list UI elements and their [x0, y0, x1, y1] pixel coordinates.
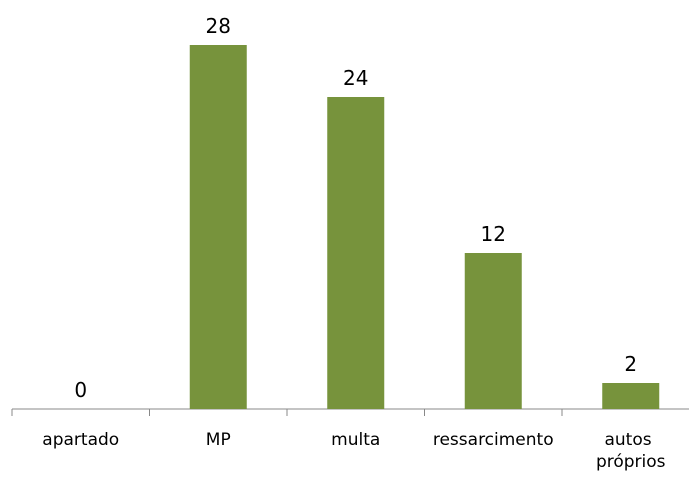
- x-tick-label: ressarcimento: [433, 430, 554, 450]
- bar: [464, 253, 522, 409]
- bar: [327, 97, 385, 409]
- value-label: 28: [206, 14, 231, 38]
- x-tick-label: apartado: [42, 430, 119, 450]
- x-tick-label: MP: [206, 430, 231, 450]
- value-label: 2: [624, 352, 637, 376]
- bar: [189, 45, 247, 409]
- bar: [602, 383, 660, 409]
- x-tick-label: autos próprios: [596, 430, 666, 472]
- value-label: 12: [481, 222, 506, 246]
- value-label: 0: [74, 378, 87, 402]
- value-label: 24: [343, 66, 368, 90]
- x-tick-label: multa: [331, 430, 380, 450]
